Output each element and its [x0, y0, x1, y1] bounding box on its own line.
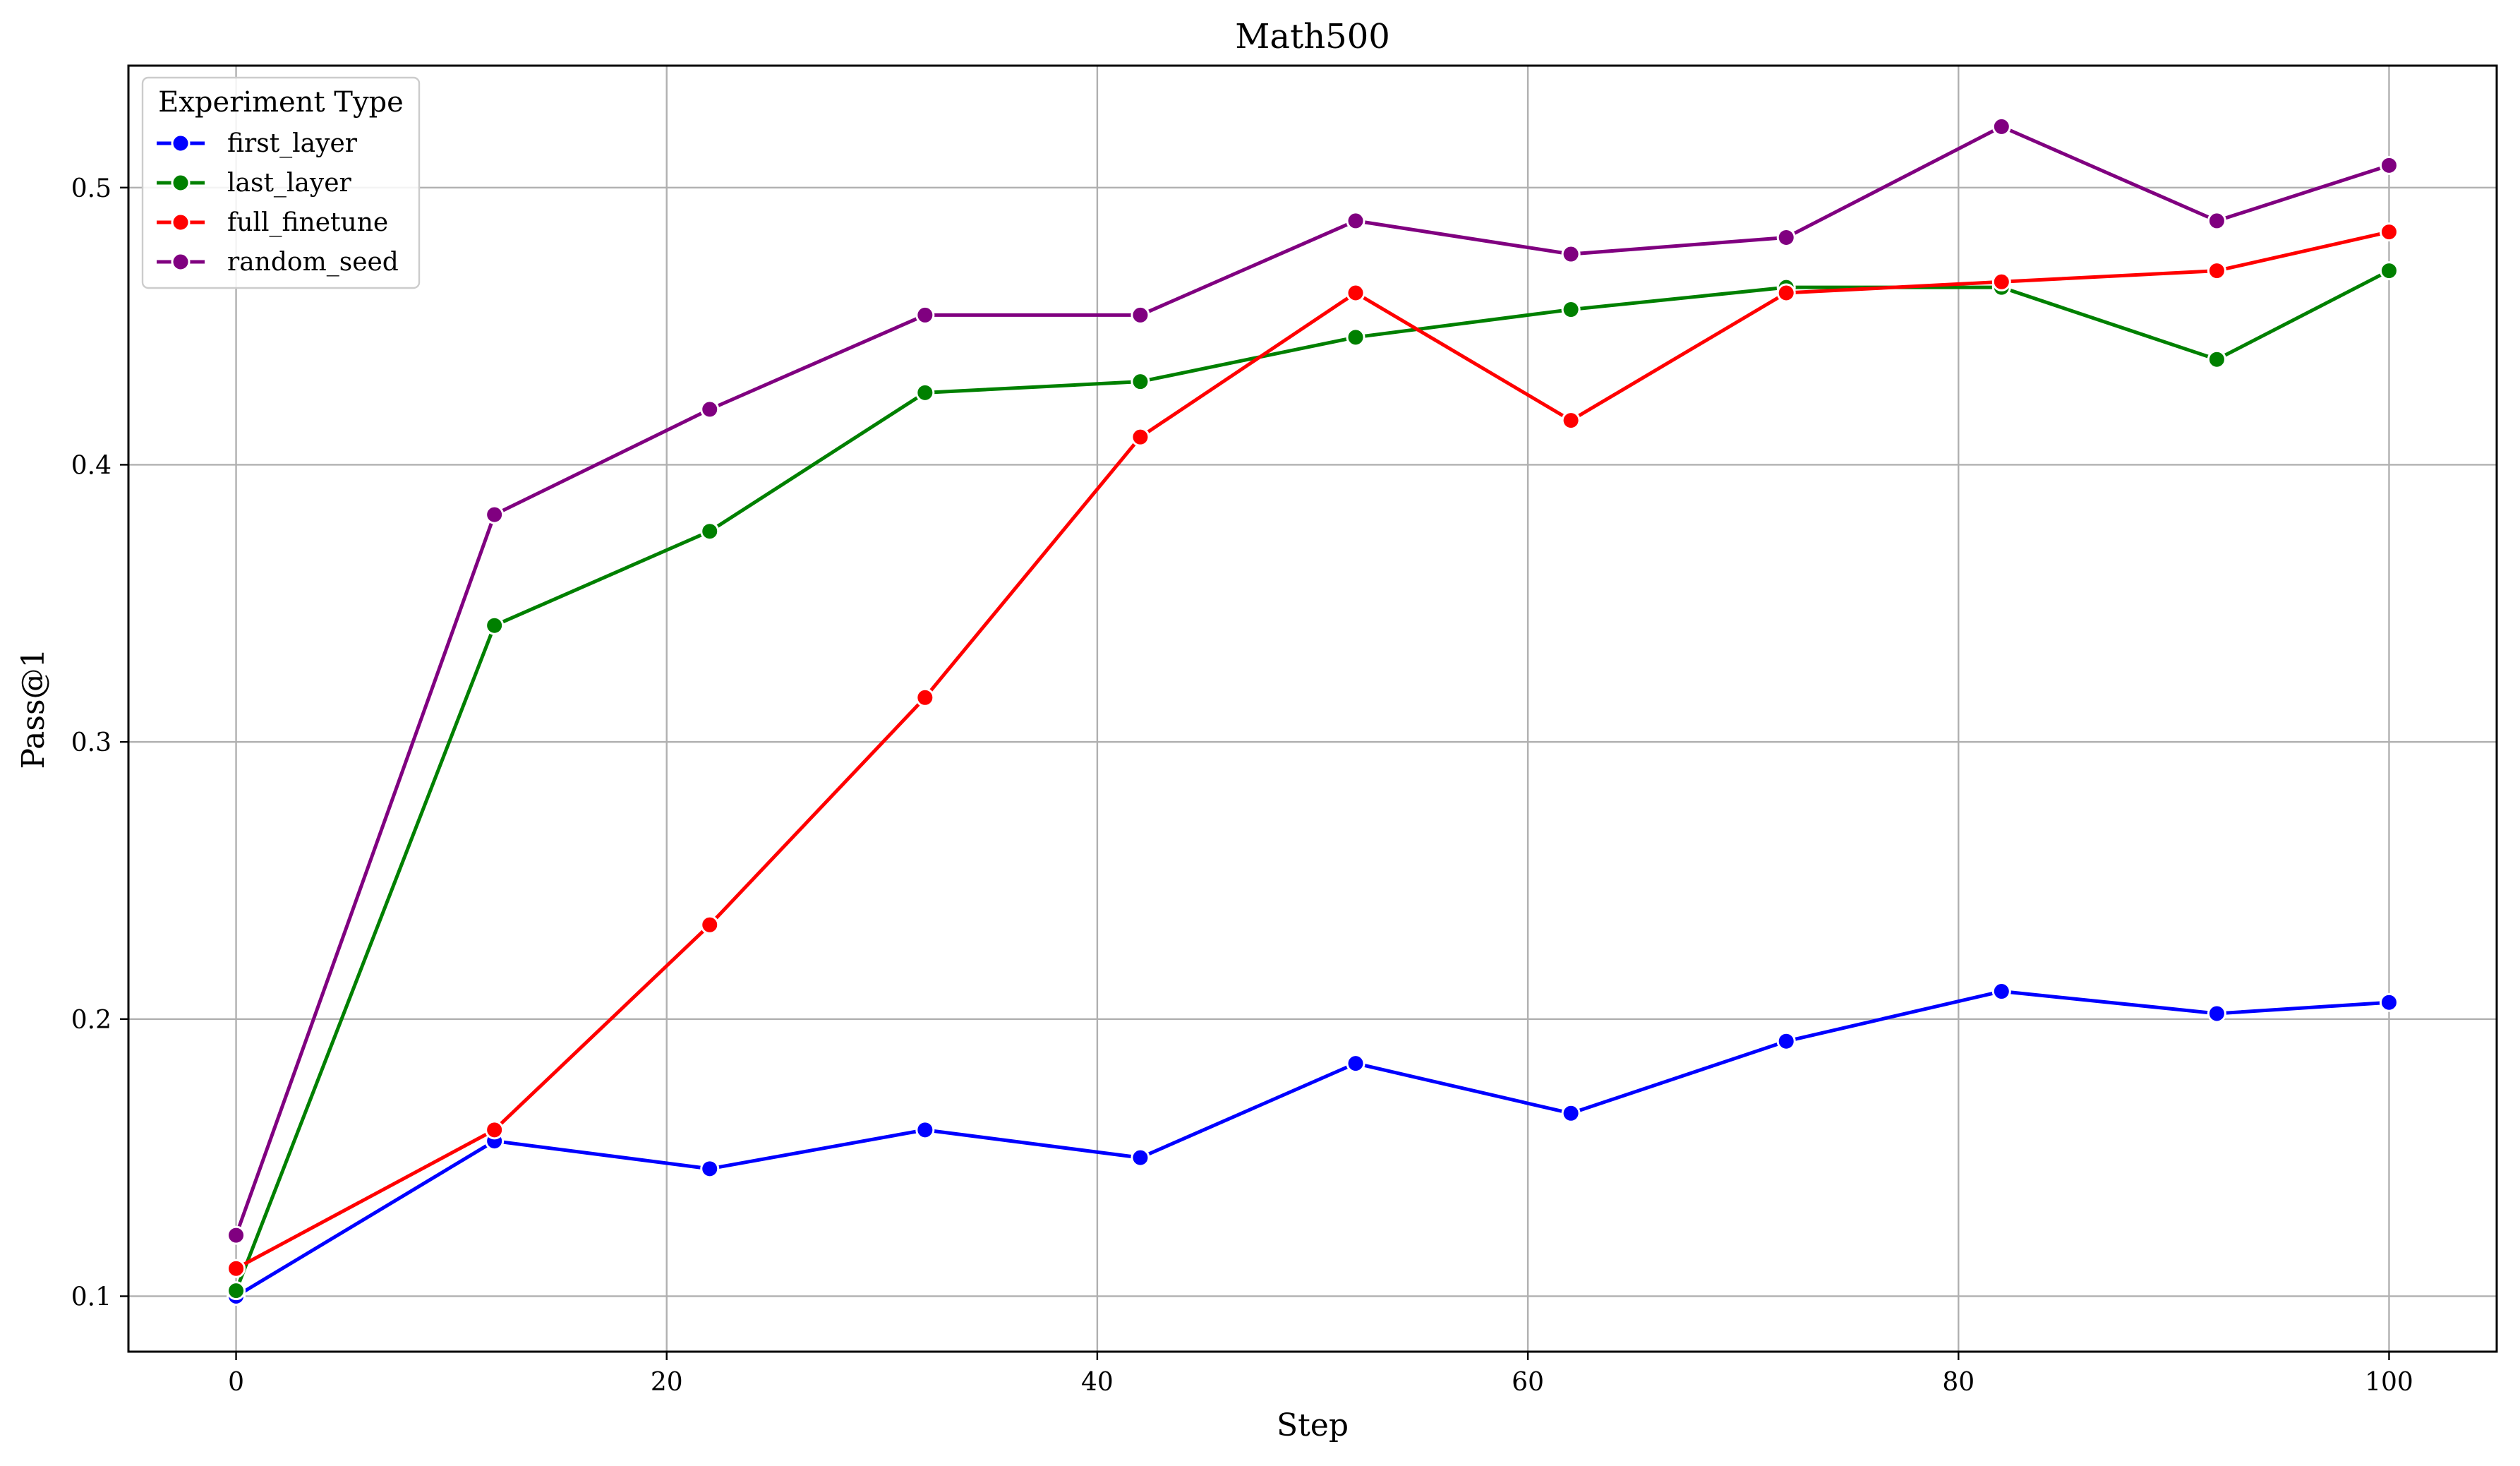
x-tick-label: 60	[1512, 1368, 1544, 1397]
data-point	[1776, 227, 1796, 247]
series-full_finetune	[227, 222, 2399, 1278]
data-point	[2207, 261, 2226, 281]
data-point	[1561, 244, 1581, 264]
y-axis-title: Pass@1	[16, 648, 52, 769]
data-point	[2379, 261, 2399, 281]
y-tick-label: 0.2	[71, 1006, 111, 1035]
x-tick-label: 100	[2365, 1368, 2413, 1397]
x-tick-label: 80	[1942, 1368, 1975, 1397]
series-line	[234, 990, 2391, 1298]
y-tick-label: 0.1	[71, 1282, 111, 1311]
legend-items: first_layer last_layer full_finetunerandom…	[157, 129, 399, 277]
series-last_layer	[227, 261, 2399, 1301]
data-point	[1131, 305, 1150, 325]
data-point	[2207, 1004, 2226, 1023]
legend-item-random_seed: random_seed	[157, 248, 399, 277]
legend-label: first_layer	[227, 129, 358, 158]
data-point	[227, 1225, 246, 1245]
legend-label: last_layer	[227, 169, 352, 198]
x-tick-label: 20	[651, 1368, 683, 1397]
data-point	[1131, 372, 1150, 392]
grid-lines	[128, 66, 2497, 1352]
data-point	[1561, 1103, 1581, 1123]
data-point	[2207, 211, 2226, 231]
legend: Experiment Type first_layer last_layerful…	[141, 76, 421, 289]
legend-title: Experiment Type	[158, 86, 404, 119]
x-axis-title: Step	[1277, 1407, 1349, 1443]
data-point	[485, 615, 505, 635]
data-point	[1346, 1054, 1365, 1074]
data-point	[915, 305, 935, 325]
data-point	[2379, 222, 2399, 242]
data-point	[1561, 300, 1581, 320]
legend-label: full_finetune	[227, 208, 388, 237]
chart-title: Math500	[1235, 17, 1390, 56]
data-point	[2379, 155, 2399, 175]
data-point	[700, 399, 720, 419]
data-point	[700, 1159, 720, 1179]
data-point	[485, 505, 505, 524]
legend-box	[141, 76, 421, 289]
y-tick-label: 0.4	[71, 451, 111, 480]
series-layer	[227, 116, 2399, 1306]
plot-frame	[127, 64, 2498, 1353]
data-point	[1131, 427, 1150, 447]
data-point	[1991, 116, 2011, 136]
data-point	[915, 1120, 935, 1140]
legend-swatch-marker	[171, 173, 191, 193]
data-point	[485, 1120, 505, 1140]
series-line	[234, 269, 2391, 1293]
data-point	[2379, 992, 2399, 1012]
data-point	[1776, 283, 1796, 303]
legend-swatch-marker	[171, 212, 191, 232]
series-first_layer	[227, 982, 2399, 1306]
series-random_seed	[227, 116, 2399, 1245]
data-point	[227, 1281, 246, 1301]
data-point	[1346, 283, 1365, 303]
legend-item-first_layer: first_layer	[157, 129, 358, 158]
data-point	[1346, 211, 1365, 231]
legend-swatch-marker	[171, 252, 191, 272]
legend-swatch-marker	[171, 133, 191, 153]
x-tick-label: 40	[1081, 1368, 1114, 1397]
legend-item-full_finetune: full_finetune	[157, 208, 388, 237]
legend-item-last_layer: last_layer	[157, 169, 352, 198]
legend-label: random_seed	[227, 248, 399, 277]
data-point	[1776, 1031, 1796, 1051]
data-point	[700, 522, 720, 541]
data-point	[1131, 1148, 1150, 1167]
data-point	[915, 687, 935, 707]
y-tick-label: 0.3	[71, 728, 111, 757]
data-point	[1991, 272, 2011, 292]
data-point	[1346, 328, 1365, 347]
x-tick-label: 0	[228, 1368, 244, 1397]
data-point	[227, 1258, 246, 1278]
data-point	[2207, 349, 2226, 369]
data-point	[915, 383, 935, 402]
y-tick-label: 0.5	[71, 174, 111, 203]
data-point	[1991, 982, 2011, 1002]
axis-ticks: 0 20 40 60 80 100 0.1 0.2 0.3 0.4 0.5	[71, 174, 2413, 1397]
data-point	[1561, 411, 1581, 431]
series-line	[234, 230, 2391, 1270]
data-point	[700, 915, 720, 935]
